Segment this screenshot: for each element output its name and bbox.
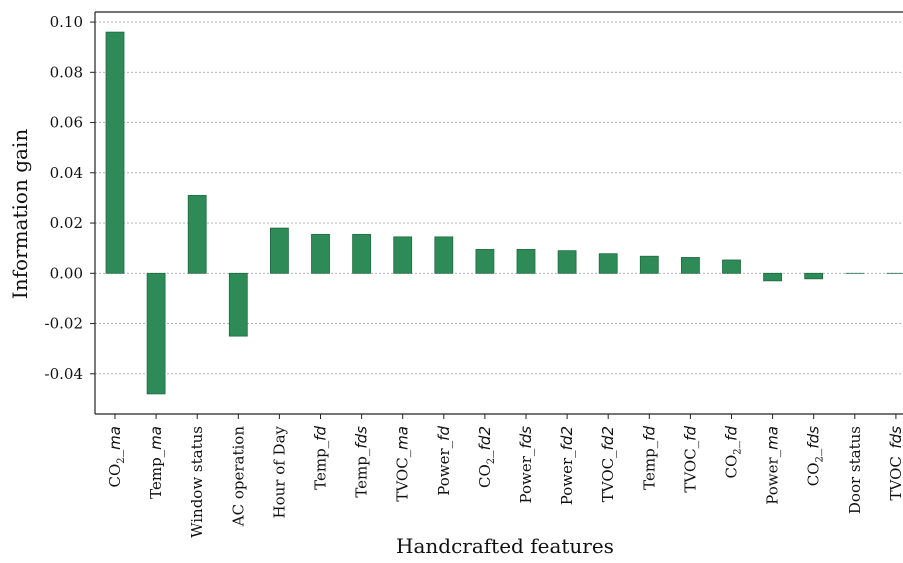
y-tick-label: 0.10	[50, 13, 83, 31]
x-category-label: Temp_fds	[353, 426, 371, 498]
x-category-label: Door status	[846, 426, 864, 514]
x-category-label: CO2_ma	[106, 426, 127, 487]
bar	[599, 254, 617, 274]
x-axis-categories: CO2_ma Temp_ma Window status AC operation Ho…	[106, 414, 903, 538]
bar	[435, 237, 453, 273]
bar	[558, 251, 576, 274]
x-category-label: TVOC_fds	[887, 426, 903, 501]
x-category-label: Power_fd2	[558, 426, 576, 505]
bar	[517, 249, 535, 273]
bar	[312, 234, 330, 273]
x-category-label: Power_fd	[435, 426, 453, 496]
y-tick-label: 0.06	[50, 114, 83, 132]
bars	[106, 32, 903, 394]
x-category-label: Temp_ma	[147, 426, 165, 499]
bar	[394, 237, 412, 273]
x-category-label: Window status	[188, 426, 206, 538]
y-tick-label: 0.04	[50, 164, 83, 182]
bar	[353, 234, 371, 273]
bar	[147, 273, 165, 394]
x-category-label: TVOC_ma	[394, 426, 412, 502]
x-category-label: TVOC_fd2	[599, 426, 617, 502]
x-category-label: CO2_fd	[723, 426, 744, 479]
x-category-label: CO2_fd2	[476, 426, 497, 488]
y-tick-label: 0.02	[50, 214, 83, 232]
y-axis-ticks: 0.10 0.08 0.06 0.04 0.02 0.00 -0.02 -0.04	[45, 13, 95, 383]
bar	[188, 195, 206, 273]
x-category-label: AC operation	[229, 426, 247, 528]
bar	[229, 273, 247, 336]
bar	[681, 257, 699, 273]
y-tick-label: 0.08	[50, 63, 83, 81]
gridlines	[95, 22, 903, 374]
y-axis-title: Information gain	[8, 129, 32, 300]
x-category-label: Power_fds	[517, 426, 535, 504]
bar	[106, 32, 124, 273]
y-tick-label: 0.00	[50, 264, 83, 282]
y-tick-label: -0.04	[45, 365, 83, 383]
bar	[640, 256, 658, 273]
bar	[270, 228, 288, 273]
bar	[723, 260, 741, 273]
y-tick-label: -0.02	[45, 315, 83, 333]
x-category-label: Temp_fd	[640, 426, 658, 490]
bar	[476, 249, 494, 273]
x-category-label: TVOC_fd	[681, 426, 699, 493]
bar	[764, 273, 782, 281]
bar	[805, 273, 823, 279]
x-category-label: CO2_fds	[805, 426, 826, 486]
x-category-label: Power_ma	[764, 426, 782, 505]
x-category-label: Hour of Day	[270, 425, 288, 518]
x-axis-title: Handcrafted features	[396, 534, 614, 558]
x-category-label: Temp_fd	[312, 426, 330, 490]
